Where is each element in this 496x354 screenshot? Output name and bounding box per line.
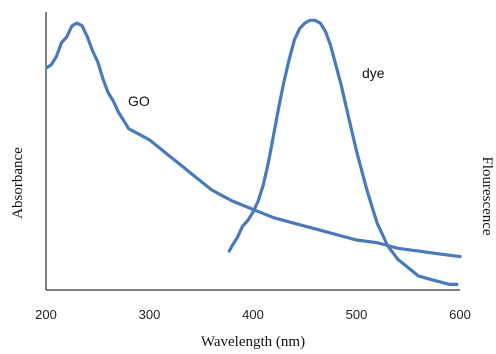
y-axis-title-left: Absorbance <box>10 147 26 219</box>
y-axis-title-right: Flourescence <box>479 156 495 235</box>
series-layer <box>45 18 462 286</box>
series-line-dye <box>227 18 459 286</box>
x-ticks: 200 300 400 500 600 <box>35 307 471 322</box>
x-tick-label-500: 500 <box>346 307 368 322</box>
x-tick-label-200: 200 <box>35 307 57 322</box>
x-tick-label-600: 600 <box>449 307 471 322</box>
x-tick-label-300: 300 <box>139 307 161 322</box>
x-tick-label-400: 400 <box>242 307 264 322</box>
x-axis-title: Wavelength (nm) <box>201 334 305 350</box>
dye-series-label: dye <box>362 65 385 81</box>
go-series-label: GO <box>128 93 150 109</box>
series-line-go <box>45 21 462 259</box>
plot-frame <box>45 12 460 291</box>
